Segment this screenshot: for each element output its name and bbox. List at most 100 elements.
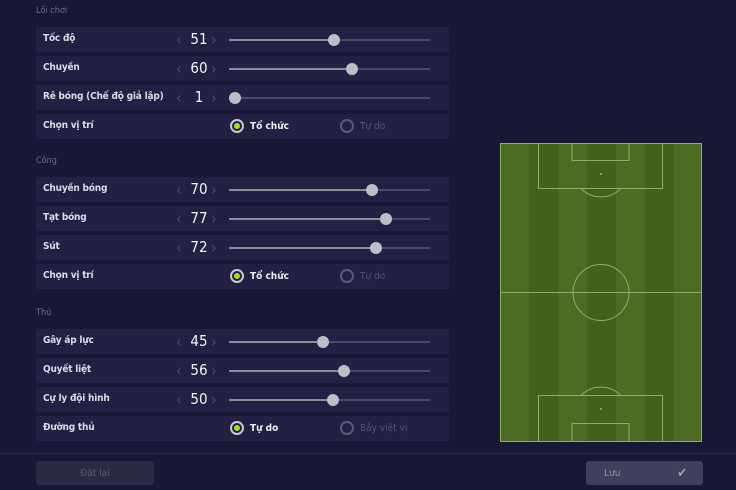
slider-value: 50 [190, 390, 208, 408]
increase-chevron-right-icon[interactable]: › [211, 361, 217, 380]
slider-knob[interactable] [346, 63, 359, 75]
slider-value: 77 [190, 209, 208, 227]
slider-track[interactable] [229, 213, 430, 225]
slider-fill [229, 218, 385, 220]
slider-fill [229, 39, 333, 41]
slider-knob[interactable] [228, 92, 241, 104]
decrease-chevron-left-icon[interactable]: ‹ [176, 332, 182, 351]
slider-fill [229, 247, 375, 249]
footer-divider [0, 453, 736, 454]
slider-label: Gây áp lực [43, 335, 94, 346]
decrease-chevron-left-icon[interactable]: ‹ [176, 390, 182, 409]
slider-fill [229, 399, 331, 401]
slider-value: 56 [190, 361, 208, 379]
decrease-chevron-left-icon[interactable]: ‹ [176, 238, 182, 257]
slider-track[interactable] [229, 394, 430, 406]
slider-track[interactable] [229, 336, 430, 348]
radio-row: Chọn vị trí Tổ chức Tự do [36, 264, 449, 289]
increase-chevron-right-icon[interactable]: › [211, 88, 217, 107]
increase-chevron-right-icon[interactable]: › [211, 390, 217, 409]
top-penalty-spot [600, 173, 602, 175]
reset-button[interactable]: Đặt lại [36, 461, 154, 485]
decrease-chevron-left-icon[interactable]: ‹ [176, 361, 182, 380]
slider-track[interactable] [229, 63, 430, 75]
bottom-penalty-spot [600, 408, 602, 410]
slider-row: Gây áp lực ‹ 45 › [36, 329, 449, 354]
section-title: Lối chơi [36, 6, 68, 16]
slider-knob[interactable] [328, 34, 341, 46]
football-pitch [500, 143, 702, 442]
slider-fill [229, 341, 321, 343]
slider-label: Rê bóng (Chế độ giả lập) [43, 91, 164, 102]
radio-option-label: Bẫy việt vị [360, 422, 408, 434]
radio-option[interactable]: Tổ chức [230, 269, 289, 283]
slider-knob[interactable] [326, 394, 339, 406]
radio-option-label: Tổ chức [250, 120, 289, 132]
decrease-chevron-left-icon[interactable]: ‹ [176, 30, 182, 49]
radio-option[interactable]: Tự do [340, 119, 385, 133]
slider-value: 72 [190, 238, 208, 256]
slider-track[interactable] [229, 184, 430, 196]
radio-button-icon [340, 119, 354, 133]
radio-option[interactable]: Tự do [230, 421, 278, 435]
checkmark-icon: ✔ [677, 465, 687, 481]
slider-row: Chuyền bóng ‹ 70 › [36, 177, 449, 202]
decrease-chevron-left-icon[interactable]: ‹ [176, 180, 182, 199]
decrease-chevron-left-icon[interactable]: ‹ [176, 59, 182, 78]
increase-chevron-right-icon[interactable]: › [211, 209, 217, 228]
increase-chevron-right-icon[interactable]: › [211, 238, 217, 257]
top-penalty-arc [580, 188, 622, 198]
reset-label: Đặt lại [80, 467, 110, 479]
radio-option[interactable]: Tổ chức [230, 119, 289, 133]
slider-track[interactable] [229, 365, 430, 377]
increase-chevron-right-icon[interactable]: › [211, 332, 217, 351]
slider-label: Quyết liệt [43, 364, 92, 375]
radio-button-icon [230, 119, 244, 133]
decrease-chevron-left-icon[interactable]: ‹ [176, 209, 182, 228]
slider-fill [229, 370, 343, 372]
slider-label: Chuyền bóng [43, 183, 108, 194]
radio-button-icon [230, 269, 244, 283]
slider-row: Cự ly đội hình ‹ 50 › [36, 387, 449, 412]
slider-label: Cự ly đội hình [43, 393, 110, 404]
slider-row: Sút ‹ 72 › [36, 235, 449, 260]
slider-value: 70 [190, 180, 208, 198]
radio-option[interactable]: Bẫy việt vị [340, 421, 407, 435]
top-goal-area [571, 143, 630, 161]
radio-option-label: Tự do [360, 270, 386, 282]
slider-knob[interactable] [338, 365, 351, 377]
increase-chevron-right-icon[interactable]: › [211, 180, 217, 199]
slider-knob[interactable] [316, 336, 329, 348]
slider-knob[interactable] [366, 184, 379, 196]
slider-track[interactable] [229, 34, 430, 46]
slider-row: Rê bóng (Chế độ giả lập) ‹ 1 › [36, 85, 449, 110]
slider-label: Tạt bóng [43, 212, 87, 223]
slider-row: Quyết liệt ‹ 56 › [36, 358, 449, 383]
slider-label: Sút [43, 241, 60, 252]
slider-knob[interactable] [370, 242, 383, 254]
radio-option[interactable]: Tự do [340, 269, 385, 283]
increase-chevron-right-icon[interactable]: › [211, 59, 217, 78]
section-title: Công [36, 156, 57, 166]
increase-chevron-right-icon[interactable]: › [211, 30, 217, 49]
radio-label: Chọn vị trí [43, 270, 94, 281]
decrease-chevron-left-icon[interactable]: ‹ [176, 88, 182, 107]
radio-button-icon [230, 421, 244, 435]
slider-track[interactable] [229, 242, 430, 254]
slider-value: 45 [190, 332, 208, 350]
section-title: Thủ [36, 308, 52, 318]
slider-row: Tốc độ ‹ 51 › [36, 27, 449, 52]
slider-knob[interactable] [380, 213, 393, 225]
center-circle [572, 264, 630, 321]
save-button[interactable]: Lưu ✔ [586, 461, 703, 485]
slider-value: 60 [190, 59, 208, 77]
radio-option-label: Tự do [360, 120, 386, 132]
slider-track[interactable] [228, 92, 430, 104]
radio-label: Chọn vị trí [43, 120, 94, 131]
radio-option-label: Tự do [250, 422, 279, 434]
slider-value: 51 [190, 30, 208, 48]
bottom-goal-area [571, 423, 630, 442]
save-label: Lưu [604, 467, 621, 479]
radio-row: Đường thủ Tự do Bẫy việt vị [36, 416, 449, 441]
radio-option-label: Tổ chức [250, 270, 289, 282]
